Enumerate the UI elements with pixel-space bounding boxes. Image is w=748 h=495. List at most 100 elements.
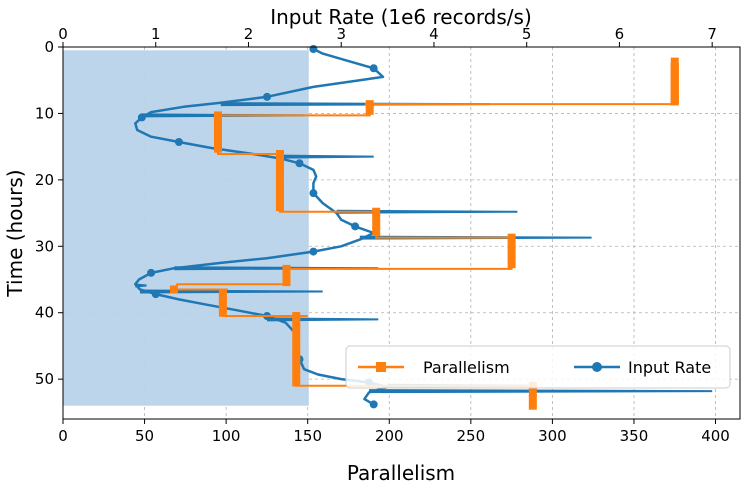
tick-label-bottom: 200 — [375, 427, 404, 445]
tick-label-top: 6 — [615, 25, 625, 43]
parallelism-point — [365, 100, 374, 109]
parallelism-point — [670, 82, 679, 91]
parallelism-point — [292, 351, 301, 360]
tick-label-top: 0 — [58, 25, 68, 43]
input-rate-point — [309, 189, 318, 198]
ticks: 0 50 100 150 200 250 300 350 400 0 1 2 3 4 5 6 7 0 10 20 30 4… — [35, 25, 730, 445]
tick-label-bottom: 100 — [212, 427, 241, 445]
parallelism-point — [275, 156, 284, 165]
tick-label-top: 5 — [522, 25, 532, 43]
input-rate-point — [147, 268, 156, 277]
input-rate-point — [351, 222, 360, 231]
input-rate-point — [174, 137, 183, 146]
parallelism-point — [275, 189, 284, 198]
tick-label-bottom: 350 — [620, 427, 649, 445]
parallelism-point — [292, 371, 301, 380]
input-rate-point — [369, 400, 378, 409]
tick-label-top: 1 — [151, 25, 161, 43]
tick-label-left: 20 — [35, 171, 54, 189]
parallelism-point — [213, 137, 222, 146]
parallelism-point — [372, 214, 381, 223]
parallelism-point — [292, 378, 301, 387]
parallelism-point — [275, 203, 284, 212]
parallelism-point — [365, 106, 374, 115]
shaded-fill — [63, 50, 309, 406]
parallelism-point — [275, 169, 284, 178]
parallelism-point — [670, 89, 679, 98]
parallelism-point — [275, 149, 284, 158]
legend-parallelism-marker — [376, 362, 386, 372]
parallelism-point — [292, 358, 301, 367]
tick-label-bottom: 250 — [457, 427, 486, 445]
parallelism-point — [670, 57, 679, 66]
bottom-axis-title: Parallelism — [347, 461, 455, 485]
legend-box — [345, 345, 731, 389]
parallelism-point — [528, 395, 537, 404]
tick-label-left: 10 — [35, 104, 54, 122]
shaded-region — [63, 50, 309, 406]
series-layer — [134, 44, 713, 410]
input-rate-point — [309, 247, 318, 256]
parallelism-point — [292, 338, 301, 347]
parallelism-point — [372, 221, 381, 230]
y-axis-title: Time (hours) — [3, 169, 27, 297]
tick-label-top: 3 — [336, 25, 346, 43]
input-rate-point — [263, 92, 272, 101]
tick-label-top: 4 — [429, 25, 439, 43]
parallelism-point — [292, 325, 301, 334]
legend-input-rate-marker — [592, 362, 602, 372]
tick-label-left: 50 — [35, 370, 54, 388]
parallelism-point — [218, 295, 227, 304]
legend-input-rate-label: Input Rate — [628, 358, 711, 377]
parallelism-point — [372, 227, 381, 236]
parallelism-line — [172, 61, 676, 406]
parallelism-point — [275, 176, 284, 185]
legend-parallelism-label: Parallelism — [423, 358, 510, 377]
parallelism-point — [275, 183, 284, 192]
parallelism-point — [292, 365, 301, 374]
parallelism-point — [507, 240, 516, 249]
parallelism-point — [275, 163, 284, 172]
parallelism-point — [218, 302, 227, 311]
tick-label-bottom: 0 — [58, 427, 68, 445]
parallelism-point — [275, 196, 284, 205]
parallelism-point — [282, 278, 291, 287]
input-rate-spike — [135, 283, 147, 288]
parallelism-point — [528, 401, 537, 410]
input-rate-point — [151, 290, 160, 299]
input-rate-spike — [266, 317, 379, 322]
parallelism-point — [670, 69, 679, 78]
parallelism-point — [528, 388, 537, 397]
parallelism-point — [213, 144, 222, 153]
parallelism-point — [292, 331, 301, 340]
tick-label-bottom: 150 — [293, 427, 322, 445]
tick-label-bottom: 400 — [701, 427, 730, 445]
parallelism-point — [213, 131, 222, 140]
parallelism-point — [292, 318, 301, 327]
input-rate-point — [295, 159, 304, 168]
parallelism-point — [169, 285, 178, 294]
input-rate-point — [309, 44, 318, 53]
top-axis-title: Input Rate (1e6 records/s) — [270, 5, 532, 29]
parallelism-point — [213, 118, 222, 127]
parallelism-point — [507, 233, 516, 242]
parallelism-point — [372, 207, 381, 216]
input-rate-spike — [139, 289, 323, 294]
parallelism-point — [507, 246, 516, 255]
parallelism-point — [292, 312, 301, 321]
parallelism-point — [670, 96, 679, 105]
input-rate-point — [137, 113, 146, 122]
parallelism-point — [507, 253, 516, 262]
parallelism-point — [292, 345, 301, 354]
legend: Parallelism Input Rate — [345, 345, 731, 389]
tick-label-left: 40 — [35, 304, 54, 322]
tick-label-top: 2 — [244, 25, 254, 43]
parallelism-point — [670, 76, 679, 85]
tick-label-bottom: 50 — [135, 427, 154, 445]
parallelism-point — [213, 111, 222, 120]
parallelism-point — [670, 62, 679, 71]
parallelism-point — [218, 308, 227, 317]
parallelism-point — [282, 271, 291, 280]
input-rate-spike — [336, 209, 518, 214]
